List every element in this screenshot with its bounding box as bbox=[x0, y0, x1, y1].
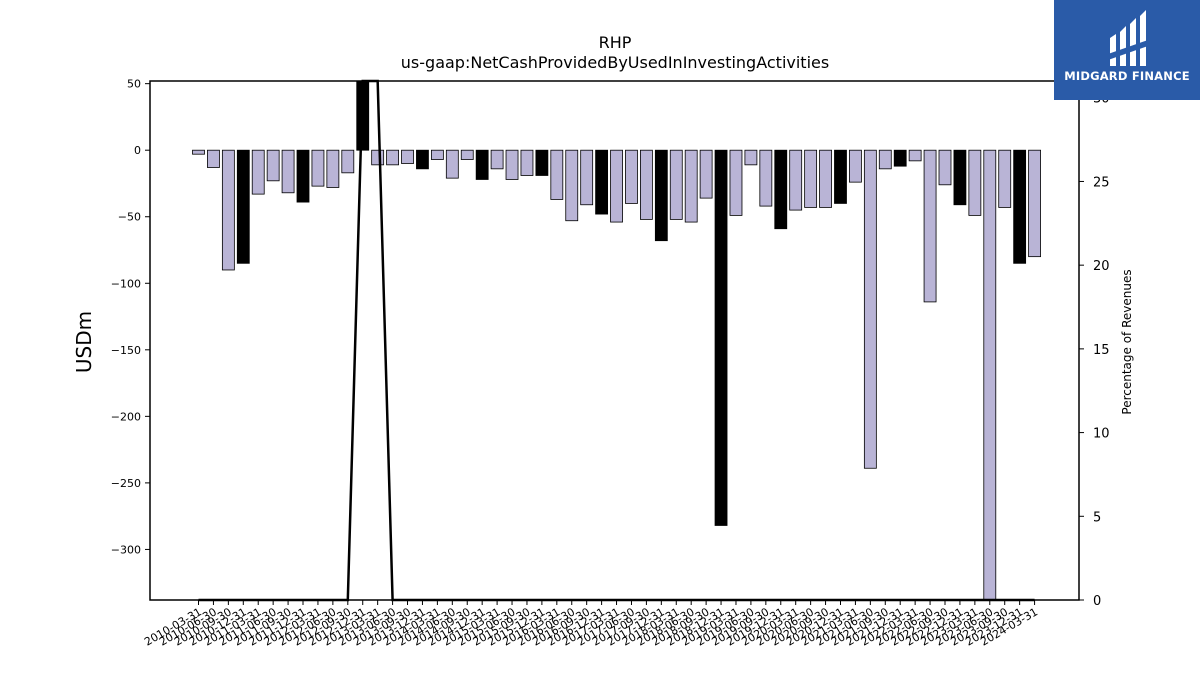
y-tick-label: −50 bbox=[118, 211, 141, 224]
y2-tick-label: 25 bbox=[1093, 175, 1110, 190]
y2-tick-label: 15 bbox=[1093, 343, 1110, 358]
bar-2014-09-30 bbox=[460, 149, 474, 160]
y-tick-label: −200 bbox=[111, 410, 141, 423]
bar-2010-12-31 bbox=[236, 149, 250, 264]
bar-2011-12-31 bbox=[296, 149, 310, 203]
y-tick-label: −300 bbox=[111, 543, 141, 556]
bar-2022-06-30 bbox=[923, 149, 937, 303]
y2-tick-label: 0 bbox=[1093, 594, 1101, 609]
bar-2010-09-30 bbox=[221, 149, 235, 271]
y-tick-label: 50 bbox=[127, 78, 141, 91]
bar-2020-03-31 bbox=[789, 149, 803, 211]
bar-2013-09-30 bbox=[401, 149, 414, 164]
bar-2021-12-31 bbox=[893, 149, 907, 167]
y2-tick-label: 20 bbox=[1093, 259, 1110, 274]
bar-2014-12-31 bbox=[475, 149, 489, 180]
bar-2012-09-30 bbox=[341, 149, 355, 174]
bar-2014-06-30 bbox=[445, 149, 459, 179]
brand-logo: MIDGARD FINANCE bbox=[1054, 0, 1200, 100]
bar-2019-12-31 bbox=[774, 149, 788, 230]
bar-2018-03-31 bbox=[669, 149, 683, 220]
bar-2020-09-30 bbox=[819, 149, 832, 208]
y2-tick-label: 5 bbox=[1093, 510, 1101, 525]
bar-2017-06-30 bbox=[625, 149, 638, 204]
bar-2012-06-30 bbox=[326, 149, 340, 188]
bar-2022-12-31 bbox=[953, 149, 967, 206]
y-axis: 50 0 −50 −100 −150 −200 −250 −300 bbox=[111, 78, 150, 556]
y-axis-label: USDm bbox=[72, 311, 96, 373]
bar-2019-06-30 bbox=[744, 149, 758, 166]
bar-2010-03-31 bbox=[192, 149, 205, 155]
bar-2012-03-31 bbox=[311, 149, 325, 187]
midgard-logo-icon bbox=[1108, 10, 1148, 66]
chart-subtitle: us-gaap:NetCashProvidedByUsedInInvesting… bbox=[401, 53, 829, 72]
x-axis: 2010-03-312010-06-302010-09-302010-12-31… bbox=[142, 600, 1040, 649]
y-tick-label: −250 bbox=[111, 477, 141, 490]
plot-frame bbox=[149, 80, 1080, 601]
bar-2024-03-31 bbox=[1028, 149, 1041, 258]
logo-text: MIDGARD FINANCE bbox=[1064, 69, 1190, 83]
bar-2011-03-31 bbox=[251, 149, 265, 195]
bar-2011-09-30 bbox=[281, 149, 295, 194]
bar-2016-09-30 bbox=[580, 149, 594, 206]
bar-2021-06-30 bbox=[863, 149, 877, 469]
bar-2017-09-30 bbox=[640, 149, 653, 220]
bar-2020-12-31 bbox=[834, 149, 847, 204]
bar-2011-06-30 bbox=[266, 149, 280, 182]
bars-group bbox=[192, 80, 1041, 601]
bar-2016-12-31 bbox=[595, 149, 609, 215]
bar-2016-06-30 bbox=[565, 149, 579, 222]
bar-2017-12-31 bbox=[654, 149, 668, 242]
bar-2013-12-31 bbox=[416, 149, 429, 170]
bar-2015-09-30 bbox=[520, 149, 534, 176]
bar-2013-03-31 bbox=[371, 149, 385, 166]
bar-2022-03-31 bbox=[908, 149, 922, 162]
bar-2020-06-30 bbox=[804, 149, 818, 208]
y-tick-label: −100 bbox=[111, 277, 141, 290]
y-tick-label: −150 bbox=[111, 344, 141, 357]
y2-axis-label: Percentage of Revenues bbox=[1120, 269, 1134, 414]
bar-2018-06-30 bbox=[684, 149, 698, 223]
bar-2013-06-30 bbox=[386, 149, 399, 166]
bar-2015-06-30 bbox=[505, 149, 519, 180]
bar-2021-09-30 bbox=[878, 149, 892, 170]
bar-2023-12-31 bbox=[1013, 149, 1027, 264]
bar-2021-03-31 bbox=[849, 149, 862, 183]
y-tick-label: 0 bbox=[134, 144, 141, 157]
bar-2023-06-30 bbox=[983, 149, 997, 601]
bar-2023-09-30 bbox=[998, 149, 1012, 208]
bar-2010-06-30 bbox=[207, 149, 220, 168]
bar-2018-12-31 bbox=[714, 149, 728, 526]
chart-title: RHP bbox=[599, 33, 632, 52]
bar-2022-09-30 bbox=[938, 149, 952, 186]
bar-2023-03-31 bbox=[968, 149, 982, 216]
bar-2019-09-30 bbox=[759, 149, 773, 207]
y2-axis: 302520151050 bbox=[1079, 92, 1110, 609]
bar-2018-09-30 bbox=[699, 149, 713, 199]
bar-2015-12-31 bbox=[535, 149, 549, 176]
bar-2016-03-31 bbox=[550, 149, 564, 200]
bar-2014-03-31 bbox=[430, 149, 444, 160]
bar-2015-03-31 bbox=[490, 149, 504, 170]
y2-tick-label: 10 bbox=[1093, 427, 1110, 442]
bar-2019-03-31 bbox=[729, 149, 743, 216]
bar-2017-03-31 bbox=[610, 149, 623, 223]
